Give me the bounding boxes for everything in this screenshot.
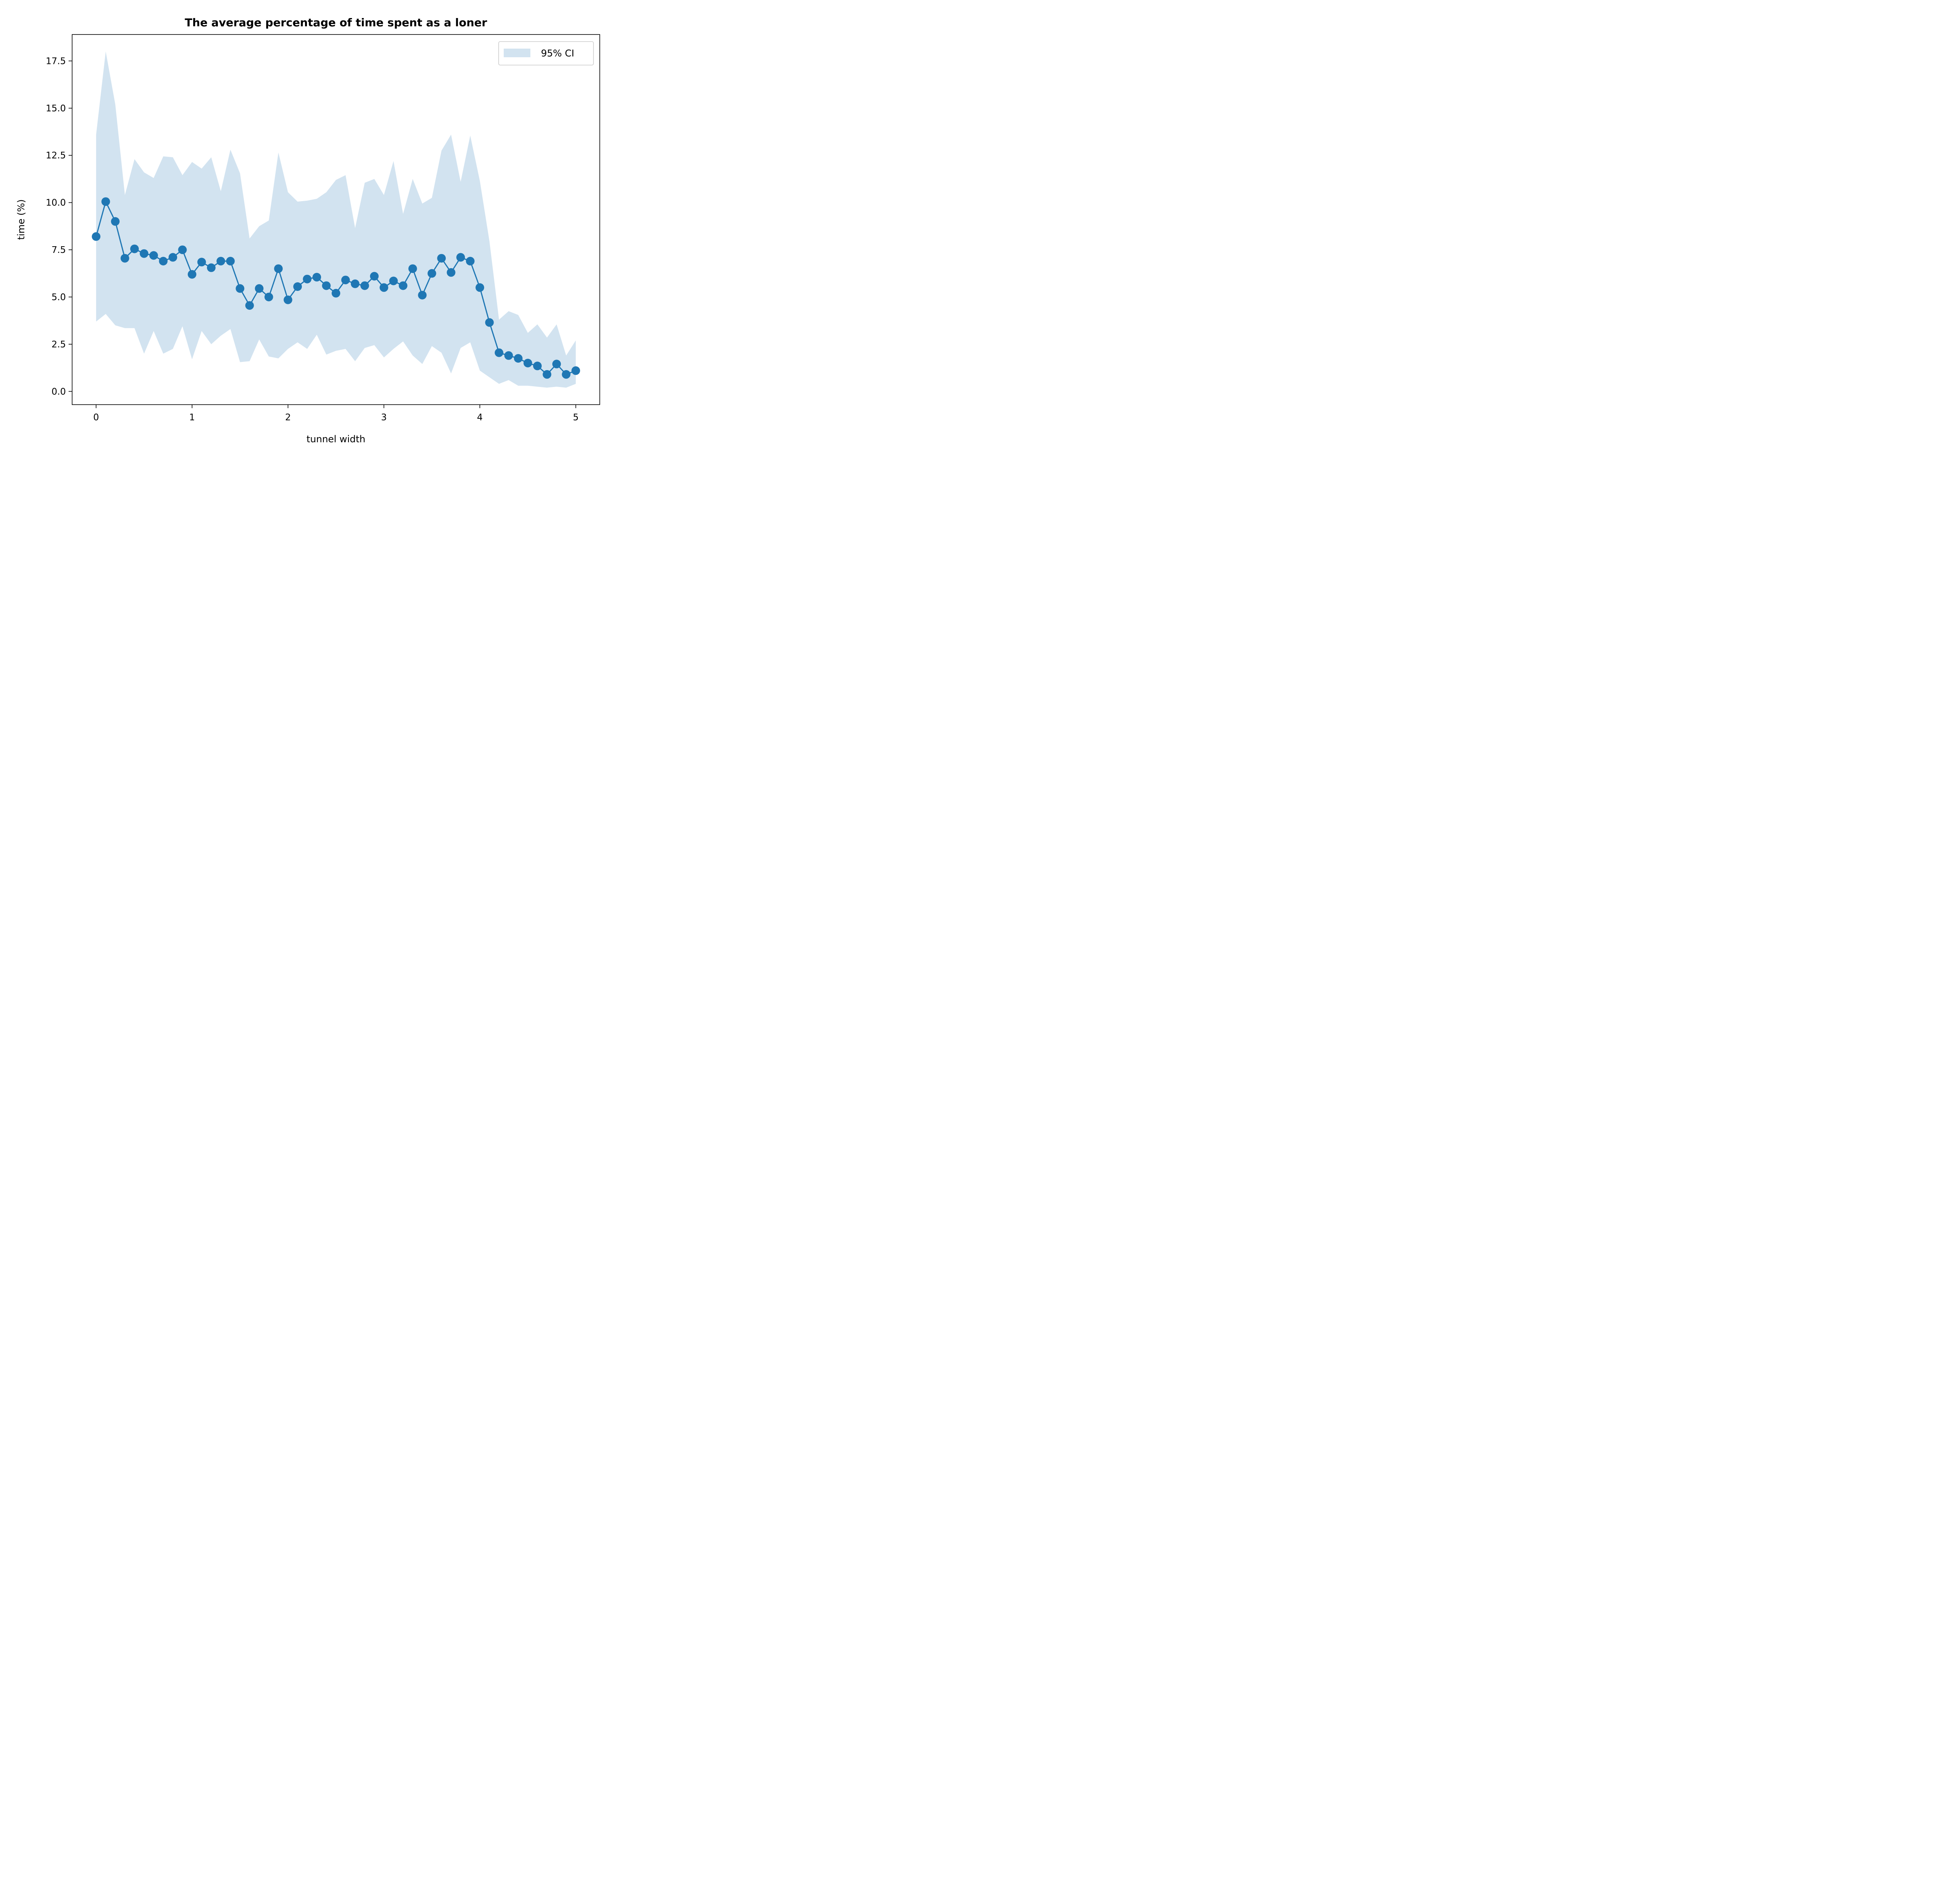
data-point [571, 366, 580, 375]
data-point [379, 283, 388, 292]
data-point [456, 253, 465, 262]
data-point [399, 281, 408, 290]
data-point [92, 232, 101, 241]
data-point [408, 264, 417, 273]
chart-title: The average percentage of time spent as … [185, 16, 487, 29]
data-point [332, 289, 340, 298]
y-tick-label: 12.5 [46, 151, 66, 161]
data-point [178, 245, 187, 254]
data-point [485, 318, 494, 327]
data-point [504, 351, 513, 360]
data-point [427, 269, 436, 278]
data-point [495, 348, 503, 357]
data-point [322, 281, 331, 290]
data-point [293, 282, 302, 291]
data-point [255, 284, 264, 293]
data-point [111, 217, 120, 226]
data-point [197, 258, 206, 267]
data-point [283, 295, 292, 304]
data-point [187, 270, 196, 279]
x-tick-label: 3 [381, 412, 387, 423]
x-tick-label: 5 [573, 412, 579, 423]
data-point [475, 283, 485, 292]
data-point [216, 257, 225, 265]
data-point [533, 362, 542, 371]
data-point [312, 272, 321, 282]
data-point [552, 360, 561, 369]
y-tick-label: 10.0 [46, 198, 66, 208]
x-tick-label: 0 [93, 412, 99, 423]
data-point [389, 276, 398, 285]
data-point [264, 292, 273, 302]
x-axis: 0 1 2 3 4 5 [93, 405, 579, 423]
legend-box [498, 41, 594, 65]
data-point [514, 354, 523, 363]
legend: 95% CI [498, 41, 594, 65]
data-point [207, 263, 216, 272]
chart: The average percentage of time spent as … [0, 0, 614, 460]
data-point [245, 301, 254, 310]
data-point [130, 244, 139, 253]
data-point [120, 254, 129, 263]
y-tick-label: 17.5 [46, 56, 66, 66]
plot-area [92, 51, 580, 388]
ci-band [96, 51, 576, 388]
data-point [360, 281, 369, 290]
x-axis-label: tunnel width [307, 434, 365, 445]
data-point [466, 257, 475, 265]
y-tick-label: 5.0 [51, 292, 66, 302]
data-point [226, 257, 235, 265]
data-point [169, 253, 177, 262]
y-tick-label: 2.5 [51, 340, 66, 350]
data-point [303, 274, 312, 283]
y-tick-label: 7.5 [51, 245, 66, 255]
y-axis: 0.0 2.5 5.0 7.5 10.0 12.5 15.0 17.5 [46, 56, 72, 397]
data-point [149, 251, 158, 260]
series-markers [92, 197, 580, 379]
data-point [543, 370, 552, 379]
data-point [274, 264, 283, 273]
data-point [236, 284, 245, 293]
legend-swatch [504, 49, 530, 57]
data-point [562, 370, 571, 379]
x-tick-label: 2 [285, 412, 291, 423]
y-axis-label: time (%) [16, 199, 27, 240]
y-tick-label: 0.0 [51, 387, 66, 397]
plot-frame [72, 34, 600, 405]
data-point [437, 254, 446, 263]
data-point [523, 359, 532, 367]
data-point [101, 197, 110, 206]
data-point [341, 276, 350, 285]
data-point [370, 272, 379, 281]
data-point [140, 249, 149, 258]
x-tick-label: 4 [477, 412, 483, 423]
y-tick-label: 15.0 [46, 104, 66, 114]
data-point [159, 257, 168, 265]
data-point [418, 291, 427, 300]
legend-label: 95% CI [541, 48, 574, 59]
data-point [350, 279, 359, 288]
x-tick-label: 1 [189, 412, 195, 423]
data-point [446, 268, 456, 277]
